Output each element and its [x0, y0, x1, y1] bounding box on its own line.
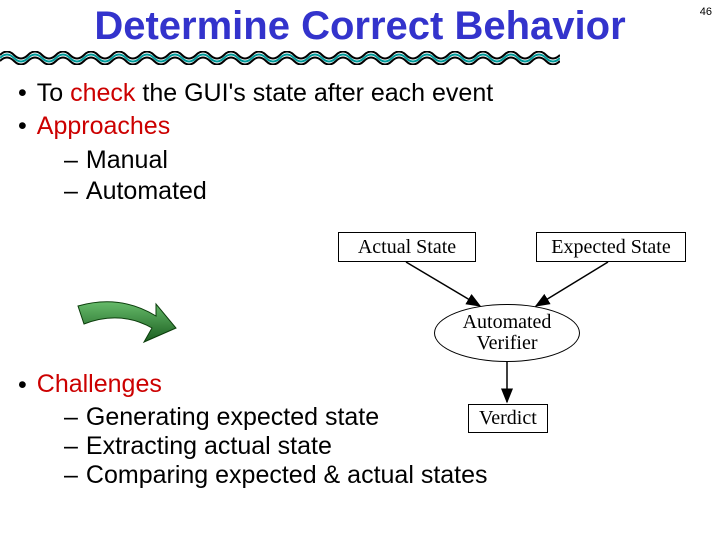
bullet-3: • Challenges — [18, 370, 702, 401]
bullet-1-red: check — [70, 79, 135, 107]
sub-automated: – Automated — [64, 176, 702, 207]
dash: – — [64, 403, 78, 432]
bullet-2-text: Approaches — [37, 111, 702, 142]
bullet-1-text: To check the GUI's state after each even… — [37, 78, 702, 109]
green-arrow-icon — [70, 298, 180, 358]
sub-manual: – Manual — [64, 145, 702, 176]
sub-extract-text: Extracting actual state — [86, 432, 332, 461]
dash: – — [64, 432, 78, 461]
bullet-2-subs: – Manual – Automated — [18, 145, 702, 208]
bullet-3-subs: – Generating expected state – Extracting… — [18, 403, 702, 490]
page-number: 46 — [700, 6, 712, 18]
sub-gen: – Generating expected state — [64, 403, 702, 432]
dash: – — [64, 145, 78, 176]
verifier-line1: Automated — [463, 312, 552, 333]
verifier-line2: Verifier — [463, 333, 552, 354]
sub-gen-text: Generating expected state — [86, 403, 379, 432]
sub-automated-text: Automated — [86, 176, 207, 207]
dash: – — [64, 461, 78, 490]
bullet-dot: • — [18, 111, 27, 142]
content-top: • To check the GUI's state after each ev… — [0, 78, 720, 207]
bullet-1-suffix: the GUI's state after each event — [135, 79, 493, 107]
slide-title: Determine Correct Behavior — [0, 0, 720, 49]
title-underline — [0, 51, 560, 65]
sub-extract: – Extracting actual state — [64, 432, 702, 461]
sub-compare-text: Comparing expected & actual states — [86, 461, 488, 490]
bullet-1-prefix: To — [37, 79, 70, 107]
bullet-dot: • — [18, 370, 27, 401]
challenges-block: • Challenges – Generating expected state… — [18, 370, 702, 490]
box-actual-state: Actual State — [338, 232, 476, 262]
sub-compare: – Comparing expected & actual states — [64, 461, 702, 490]
box-expected-state: Expected State — [536, 232, 686, 262]
bullet-3-text: Challenges — [37, 370, 702, 399]
bullet-dot: • — [18, 78, 27, 109]
bullet-1: • To check the GUI's state after each ev… — [18, 78, 702, 109]
sub-manual-text: Manual — [86, 145, 168, 176]
dash: – — [64, 176, 78, 207]
oval-verifier: Automated Verifier — [434, 304, 580, 362]
bullet-2: • Approaches — [18, 111, 702, 142]
